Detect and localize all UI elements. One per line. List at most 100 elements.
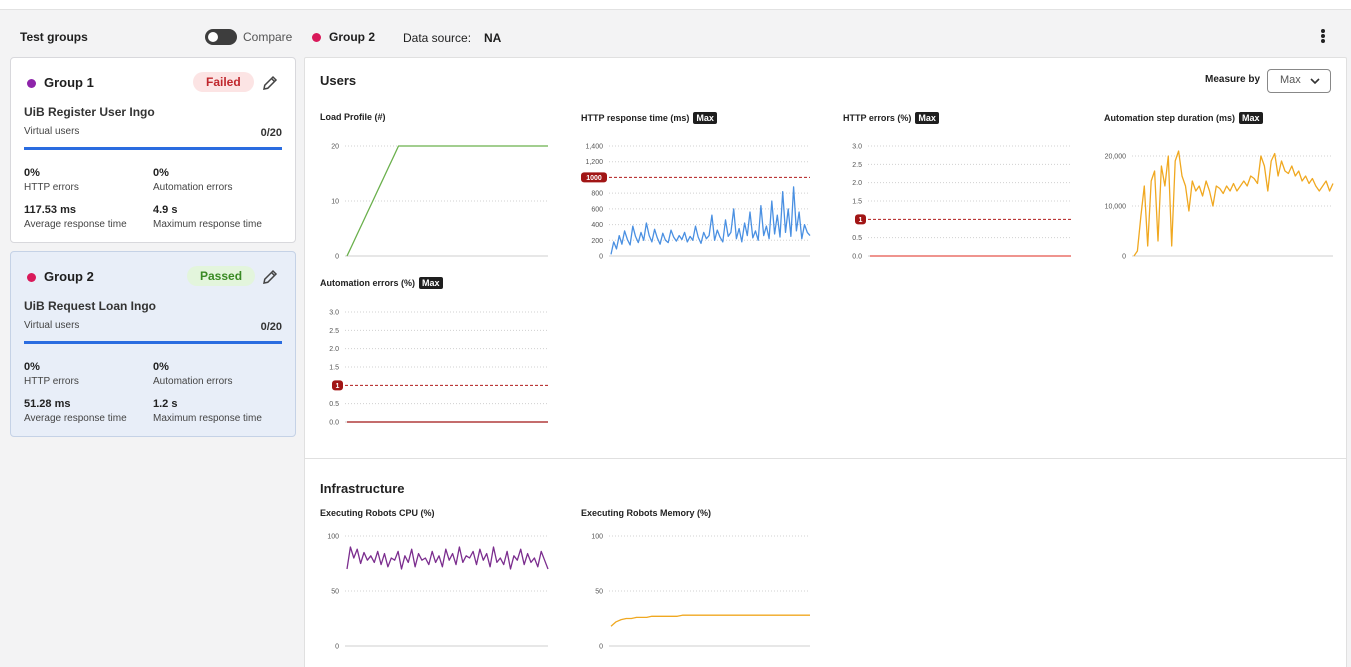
y-tick-label: 3.0 bbox=[329, 310, 339, 317]
y-tick-label: 0.0 bbox=[329, 420, 339, 427]
y-tick-label: 400 bbox=[591, 222, 603, 229]
users-section-title: Users bbox=[320, 73, 357, 88]
y-tick-label: 10,000 bbox=[1105, 204, 1127, 211]
threshold-badge bbox=[332, 380, 343, 391]
chart-title-text: Executing Robots Memory (%) bbox=[581, 508, 712, 518]
robots-cpu-chart: 100 50 0 bbox=[327, 534, 549, 651]
chart-title-cpu: Executing Robots CPU (%) bbox=[320, 508, 435, 518]
max-response-label: Maximum response time bbox=[153, 219, 262, 230]
automation-errors-chart: 3.0 2.5 2.0 1.5 0.5 0.0 1 bbox=[329, 310, 548, 427]
group-name: Group 2 bbox=[44, 269, 94, 284]
y-tick-label: 50 bbox=[331, 589, 339, 596]
chart-title-text: Automation step duration (ms) bbox=[1104, 113, 1235, 123]
group-name: Group 1 bbox=[44, 75, 94, 90]
compare-label: Compare bbox=[243, 30, 293, 44]
chart-title-http-response: HTTP response time (ms) Max bbox=[581, 112, 717, 124]
y-tick-label: 100 bbox=[327, 534, 339, 541]
y-tick-label: 100 bbox=[591, 534, 603, 541]
status-badge: Passed bbox=[187, 266, 256, 286]
max-response-label: Maximum response time bbox=[153, 413, 262, 424]
y-tick-label: 600 bbox=[591, 206, 603, 213]
data-source-label: Data source: bbox=[403, 31, 472, 45]
test-groups-header: Test groups Compare Group 2 Data source:… bbox=[0, 10, 1351, 57]
automation-errors-label: Automation errors bbox=[153, 376, 233, 387]
threshold-label: 1 bbox=[859, 217, 863, 224]
edit-pencil-icon[interactable] bbox=[261, 268, 279, 286]
automation-errors-label: Automation errors bbox=[153, 182, 233, 193]
max-badge: Max bbox=[915, 112, 939, 124]
measure-by-select[interactable]: Max bbox=[1267, 69, 1331, 93]
avg-response-value: 51.28 ms bbox=[24, 398, 71, 410]
virtual-users-count: 0/20 bbox=[260, 321, 282, 333]
chevron-down-icon bbox=[1310, 78, 1320, 85]
series-line bbox=[346, 546, 549, 570]
chart-title-text: HTTP response time (ms) bbox=[581, 113, 690, 123]
y-tick-label: 1,400 bbox=[585, 144, 603, 151]
y-tick-label: 2.5 bbox=[329, 328, 339, 335]
y-tick-label: 0 bbox=[599, 644, 603, 651]
chart-title-automation-errors: Automation errors (%) Max bbox=[320, 277, 443, 289]
max-response-value: 4.9 s bbox=[153, 204, 178, 216]
group-card-1[interactable]: Group 1 Failed UiB Register User Ingo Vi… bbox=[10, 57, 296, 243]
y-tick-label: 20,000 bbox=[1105, 154, 1127, 161]
virtual-users-label: Virtual users bbox=[24, 320, 80, 331]
y-tick-label: 1.5 bbox=[852, 199, 862, 206]
y-tick-label: 0 bbox=[1122, 254, 1126, 261]
y-tick-label: 10 bbox=[331, 199, 339, 206]
test-groups-title: Test groups bbox=[20, 30, 88, 44]
y-tick-label: 1,200 bbox=[585, 159, 603, 166]
http-errors-chart: 3.0 2.5 2.0 1.5 0.5 0.0 1 bbox=[852, 144, 1071, 261]
chart-title-text: HTTP errors (%) bbox=[843, 113, 912, 123]
test-name: UiB Request Loan Ingo bbox=[24, 299, 156, 313]
avg-response-value: 117.53 ms bbox=[24, 204, 76, 216]
threshold-label: 1 bbox=[336, 383, 340, 390]
y-tick-label: 800 bbox=[591, 191, 603, 198]
y-tick-label: 0 bbox=[335, 254, 339, 261]
max-badge: Max bbox=[693, 112, 717, 124]
y-tick-label: 50 bbox=[595, 589, 603, 596]
edit-pencil-icon[interactable] bbox=[261, 74, 279, 92]
section-divider bbox=[305, 458, 1346, 459]
chart-title-text: Automation errors (%) bbox=[320, 278, 416, 288]
toggle-knob bbox=[208, 32, 218, 42]
group-card-2[interactable]: Group 2 Passed UiB Request Loan Ingo Vir… bbox=[10, 251, 296, 437]
y-tick-label: 2.0 bbox=[852, 180, 862, 187]
max-badge: Max bbox=[419, 277, 443, 289]
chart-title-text: Load Profile (#) bbox=[320, 112, 386, 122]
measure-by-value: Max bbox=[1280, 74, 1301, 86]
y-tick-label: 2.0 bbox=[329, 346, 339, 353]
data-source-value: NA bbox=[484, 31, 502, 45]
more-options-icon[interactable] bbox=[1317, 28, 1329, 46]
y-tick-label: 200 bbox=[591, 238, 603, 245]
measure-by-label: Measure by bbox=[1205, 74, 1261, 85]
y-tick-label: 0 bbox=[599, 254, 603, 261]
group-color-dot bbox=[27, 79, 36, 88]
y-tick-label: 0 bbox=[335, 644, 339, 651]
chart-title-load-profile: Load Profile (#) bbox=[320, 112, 386, 122]
y-tick-label: 1.5 bbox=[329, 365, 339, 372]
series-line bbox=[610, 614, 810, 627]
y-tick-label: 0.5 bbox=[852, 235, 862, 242]
http-errors-value: 0% bbox=[24, 361, 40, 373]
automation-errors-value: 0% bbox=[153, 361, 169, 373]
y-tick-label: 20 bbox=[331, 144, 339, 151]
avg-response-label: Average response time bbox=[24, 219, 127, 230]
virtual-users-count: 0/20 bbox=[260, 127, 282, 139]
http-response-time-chart: 1,400 1,200 800 600 400 200 0 1000 bbox=[581, 144, 811, 261]
robots-memory-chart: 100 50 0 bbox=[591, 534, 810, 651]
max-response-value: 1.2 s bbox=[153, 398, 178, 410]
selected-group-label: Group 2 bbox=[329, 30, 376, 44]
series-line bbox=[346, 145, 548, 257]
status-badge: Failed bbox=[193, 72, 254, 92]
group-color-dot bbox=[27, 273, 36, 282]
series-line bbox=[1133, 150, 1334, 257]
y-tick-label: 0.0 bbox=[852, 254, 862, 261]
virtual-users-label: Virtual users bbox=[24, 126, 80, 137]
virtual-users-progress-bar bbox=[24, 147, 282, 150]
series-line bbox=[610, 186, 811, 255]
step-duration-chart: 20,000 10,000 0 bbox=[1105, 150, 1334, 261]
threshold-label: 1000 bbox=[586, 175, 602, 182]
automation-errors-value: 0% bbox=[153, 167, 169, 179]
virtual-users-progress-bar bbox=[24, 341, 282, 344]
compare-toggle[interactable] bbox=[205, 29, 237, 45]
